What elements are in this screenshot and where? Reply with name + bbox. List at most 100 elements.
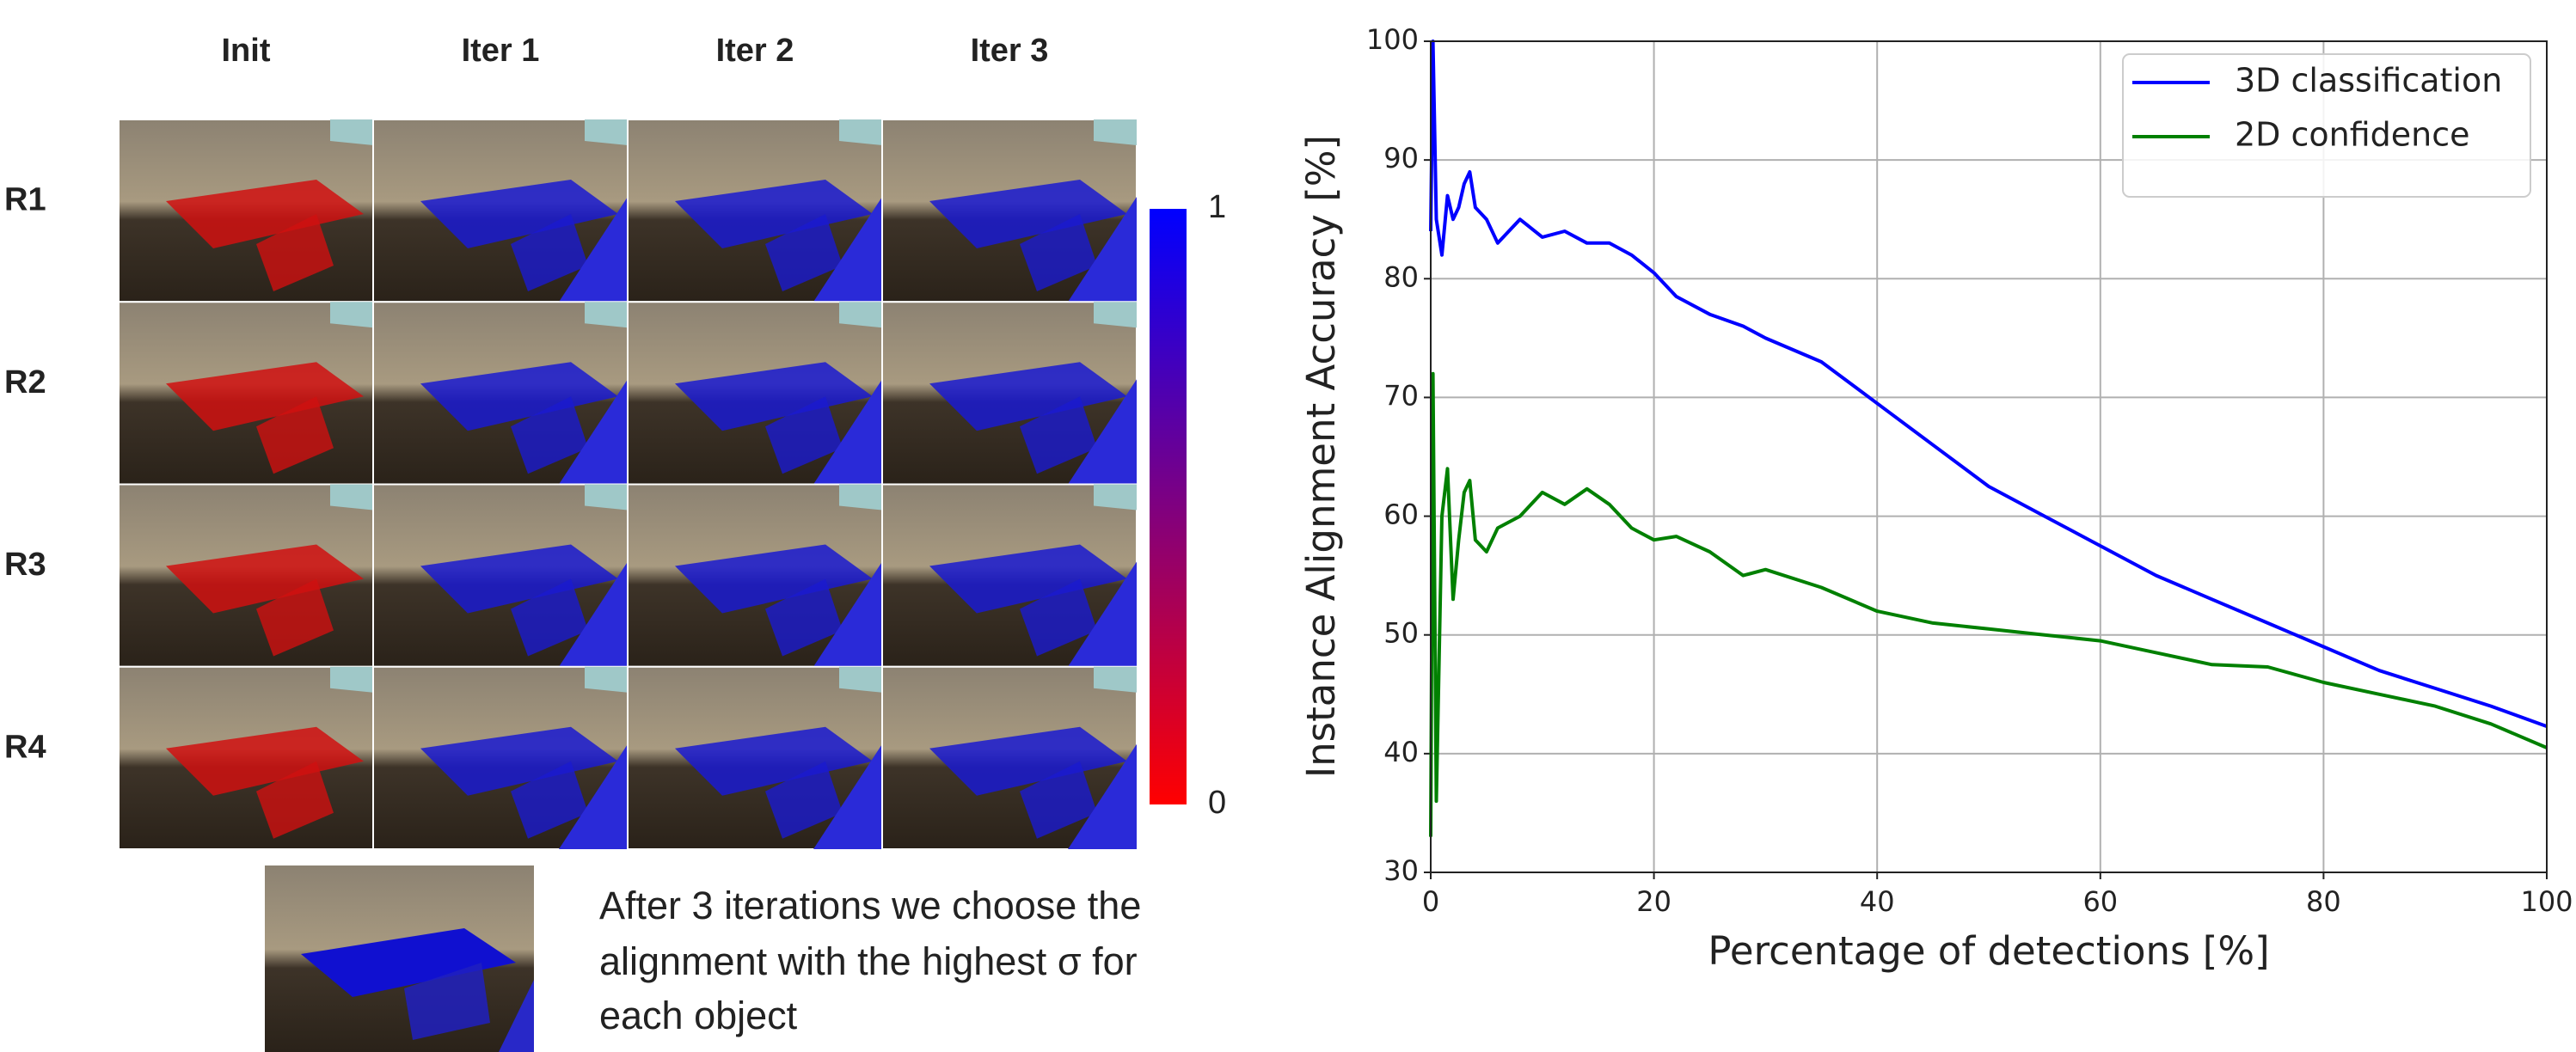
chair — [511, 578, 588, 657]
desk — [675, 362, 873, 431]
shade — [559, 561, 628, 667]
chair — [511, 214, 588, 291]
window — [1094, 119, 1137, 145]
image-cell — [372, 665, 629, 850]
x-tick-label: 0 — [1422, 885, 1439, 918]
chair — [765, 761, 843, 839]
y-tick-label: 80 — [1383, 260, 1419, 293]
row-label: R1 — [4, 182, 46, 218]
image-cell — [372, 483, 629, 668]
y-tick-label: 100 — [1366, 23, 1419, 56]
chair — [511, 761, 588, 839]
image-cell — [881, 665, 1138, 850]
chair — [765, 214, 843, 291]
window — [585, 302, 628, 328]
image-cell — [372, 301, 629, 486]
x-axis-label: Percentage of detections [%] — [1708, 928, 2269, 974]
window — [839, 484, 882, 511]
column-header: Iter 3 — [971, 33, 1049, 69]
window — [1094, 484, 1137, 511]
y-tick-label: 90 — [1383, 142, 1419, 174]
image-cell — [627, 483, 883, 668]
window — [585, 666, 628, 693]
window — [330, 119, 373, 145]
data-line — [1429, 371, 2548, 837]
caption-line: After 3 iterations we choose the — [599, 884, 1141, 927]
shade — [813, 743, 882, 849]
chair — [765, 578, 843, 657]
shade — [559, 379, 628, 485]
shade — [1068, 197, 1137, 303]
window — [839, 302, 882, 328]
shade — [813, 197, 882, 303]
window — [839, 666, 882, 693]
column-header: Iter 2 — [716, 33, 794, 69]
row-label: R2 — [4, 364, 46, 401]
x-tick-label: 80 — [2306, 885, 2341, 918]
shade — [813, 561, 882, 667]
desk — [929, 180, 1127, 248]
window — [1094, 666, 1137, 693]
legend-label: 3D classification — [2235, 62, 2502, 100]
shade — [1068, 379, 1137, 485]
chair — [256, 396, 334, 474]
shade — [1068, 743, 1137, 849]
desk — [929, 544, 1127, 614]
y-tick-label: 50 — [1383, 617, 1419, 650]
window — [585, 484, 628, 511]
y-axis-label: Instance Alignment Accuracy [%] — [1298, 135, 1344, 778]
x-tick-label: 100 — [2520, 885, 2573, 918]
image-grid — [118, 119, 1138, 850]
image-cell — [118, 119, 374, 303]
colorbar — [1150, 209, 1187, 804]
shade — [559, 743, 628, 849]
desk — [420, 362, 618, 431]
shade — [813, 379, 882, 485]
desk — [166, 180, 364, 248]
image-cell — [118, 483, 374, 668]
legend-box — [2122, 53, 2531, 198]
window — [839, 119, 882, 145]
chair — [1020, 396, 1097, 474]
chair — [765, 396, 843, 474]
desk — [166, 544, 364, 614]
colorbar-tick-label: 0 — [1208, 785, 1226, 821]
desk — [420, 544, 618, 614]
row-label: R4 — [4, 729, 46, 765]
x-tick-label: 20 — [1636, 885, 1671, 918]
colorbar-tick-label: 1 — [1208, 189, 1226, 225]
desk — [675, 544, 873, 614]
chosen-image — [265, 865, 534, 1052]
y-tick-label: 70 — [1383, 379, 1419, 412]
image-cell — [372, 119, 629, 303]
caption-line: alignment with the highest σ for — [599, 939, 1138, 983]
window — [330, 484, 373, 511]
chair — [256, 578, 334, 657]
chair — [256, 761, 334, 839]
desk — [929, 362, 1127, 431]
window — [1094, 302, 1137, 328]
desk — [675, 180, 873, 248]
chair — [511, 396, 588, 474]
desk — [420, 726, 618, 796]
desk — [166, 362, 364, 431]
legend-label: 2D confidence — [2235, 116, 2470, 154]
plot-frame — [1430, 40, 2548, 873]
desk — [166, 726, 364, 796]
image-cell — [881, 119, 1138, 303]
row-label: R3 — [4, 547, 46, 583]
window — [330, 666, 373, 693]
shade — [1068, 561, 1137, 667]
image-cell — [118, 301, 374, 486]
chair — [1020, 761, 1097, 839]
desk — [929, 726, 1127, 796]
image-cell — [118, 665, 374, 850]
image-cell — [627, 119, 883, 303]
window — [330, 302, 373, 328]
desk — [675, 726, 873, 796]
image-cell — [627, 301, 883, 486]
image-cell — [627, 665, 883, 850]
chair — [1020, 214, 1097, 291]
column-header: Init — [222, 33, 271, 69]
